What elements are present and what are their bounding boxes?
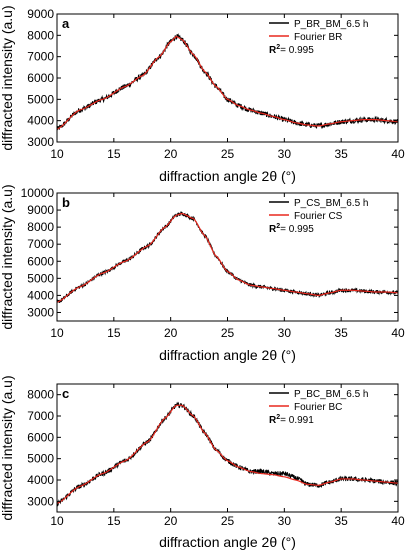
y-tick-label: 6000 <box>27 254 54 268</box>
y-tick-label: 6000 <box>27 430 54 444</box>
x-tick-label: 20 <box>164 514 178 528</box>
y-axis-title: diffracted intensity (a.u) <box>0 184 15 329</box>
y-tick-label: 8000 <box>27 220 54 234</box>
plot-frame <box>56 192 399 322</box>
y-tick-label: 8000 <box>27 28 54 42</box>
r-squared-label: R2= 0.995 <box>269 223 314 235</box>
y-tick-label: 4000 <box>27 288 54 302</box>
y-tick-label: 5000 <box>27 271 54 285</box>
r-squared-label: R2= 0.991 <box>269 414 314 426</box>
x-tick-label: 30 <box>278 147 292 161</box>
x-tick-label: 20 <box>164 326 178 340</box>
y-tick-label: 3000 <box>27 305 54 319</box>
x-tick-label: 40 <box>391 326 405 340</box>
x-tick-label: 15 <box>107 326 121 340</box>
legend-label: P_BR_BM_6.5 h <box>294 19 369 30</box>
panel-letter: a <box>62 16 70 31</box>
y-tick-label: 3000 <box>27 494 54 508</box>
y-tick-label: 10000 <box>21 186 55 200</box>
x-tick-label: 25 <box>221 514 235 528</box>
x-tick-label: 25 <box>221 147 235 161</box>
x-tick-label: 15 <box>107 514 121 528</box>
y-axis-title: diffracted intensity (a.u) <box>0 5 15 150</box>
x-tick-label: 10 <box>50 326 64 340</box>
x-tick-label: 10 <box>50 514 64 528</box>
x-axis-title: diffraction angle 2θ (°) <box>159 534 296 550</box>
x-tick-label: 40 <box>391 514 405 528</box>
plot-frame <box>56 383 399 513</box>
y-tick-label: 7000 <box>27 237 54 251</box>
x-tick-label: 20 <box>164 147 178 161</box>
legend-label: Fourier CS <box>294 211 343 222</box>
x-axis-title: diffraction angle 2θ (°) <box>159 168 296 184</box>
series-line-b-1 <box>57 211 398 304</box>
r-squared-label: R2= 0.995 <box>269 44 314 56</box>
x-tick-label: 25 <box>221 326 235 340</box>
series-line-c-1 <box>57 401 398 507</box>
x-tick-label: 35 <box>334 326 348 340</box>
series-line-a-2 <box>57 35 398 130</box>
legend-label: P_BC_BM_6.5 h <box>294 389 369 400</box>
x-tick-label: 15 <box>107 147 121 161</box>
y-tick-label: 8000 <box>27 388 54 402</box>
legend-label: Fourier BR <box>294 32 342 43</box>
y-tick-label: 5000 <box>27 452 54 466</box>
series-line-a-1 <box>57 32 398 131</box>
chart-panel-a: 10 15 20 25 30 35 40 3000 4000 5000 6000 7000 8000 90… <box>0 5 405 184</box>
panel-letter: b <box>62 195 70 210</box>
series-line-b-2 <box>57 212 398 303</box>
x-axis-title: diffraction angle 2θ (°) <box>159 347 296 363</box>
chart-panel-b: 10 15 20 25 30 35 40 3000 4000 5000 6000 7000 8000 90… <box>0 184 405 363</box>
series-line-c-2 <box>57 404 398 505</box>
y-tick-label: 4000 <box>27 473 54 487</box>
y-tick-label: 9000 <box>27 7 54 21</box>
y-tick-label: 9000 <box>27 203 54 217</box>
y-tick-label: 7000 <box>27 50 54 64</box>
x-tick-label: 30 <box>278 326 292 340</box>
y-tick-label: 5000 <box>27 92 54 106</box>
legend-label: P_CS_BM_6.5 h <box>294 198 369 209</box>
panel-letter: c <box>62 386 69 401</box>
x-tick-label: 35 <box>334 514 348 528</box>
x-tick-label: 10 <box>50 147 64 161</box>
y-axis-title: diffracted intensity (a.u) <box>0 375 15 520</box>
chart-panel-c: 10 15 20 25 30 35 40 3000 4000 5000 6000 7000 8000 di… <box>0 375 405 550</box>
y-tick-label: 4000 <box>27 114 54 128</box>
x-tick-label: 35 <box>334 147 348 161</box>
y-tick-label: 3000 <box>27 135 54 149</box>
x-tick-label: 40 <box>391 147 405 161</box>
x-tick-label: 30 <box>278 514 292 528</box>
y-tick-label: 6000 <box>27 71 54 85</box>
legend-label: Fourier BC <box>294 402 342 413</box>
y-tick-label: 7000 <box>27 409 54 423</box>
